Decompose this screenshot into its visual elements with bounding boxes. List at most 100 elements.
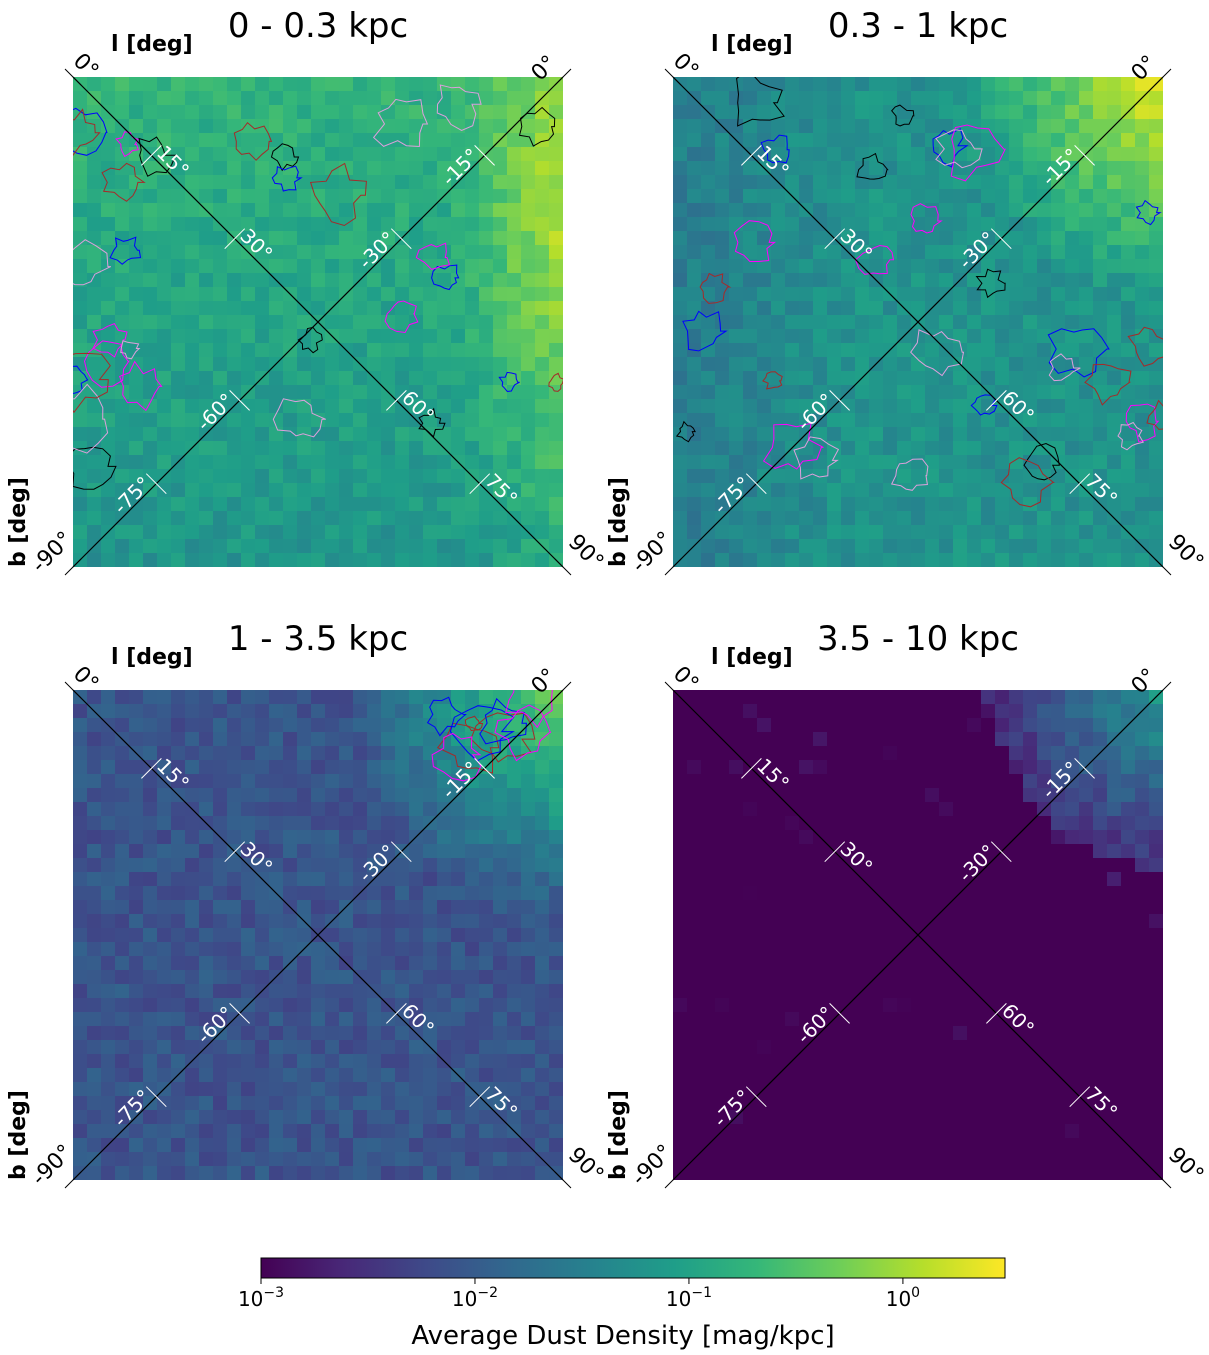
density-cell [743, 119, 758, 134]
density-cell [1149, 539, 1163, 554]
density-cell [1149, 301, 1163, 316]
density-cell [1037, 760, 1052, 775]
density-cell [73, 1110, 88, 1125]
density-cell [339, 119, 354, 134]
density-cell [813, 970, 828, 985]
density-cell [827, 942, 842, 957]
density-cell [409, 385, 424, 400]
density-cell [799, 732, 814, 747]
density-cell [869, 217, 884, 232]
density-cell [1121, 189, 1136, 204]
density-cell [1051, 718, 1066, 733]
density-cell [799, 802, 814, 817]
density-cell [535, 469, 550, 484]
contour-brown [101, 162, 146, 202]
density-cell [423, 704, 438, 719]
density-cell [423, 788, 438, 803]
density-cell [535, 774, 550, 789]
density-cell [115, 441, 130, 456]
density-cell [507, 203, 522, 218]
density-cell [535, 105, 550, 120]
density-cell [185, 483, 200, 498]
density-cell [507, 161, 522, 176]
density-cell [953, 914, 968, 929]
density-cell [1135, 788, 1150, 803]
density-cell [395, 273, 410, 288]
density-cell [73, 203, 88, 218]
density-cell [827, 984, 842, 999]
density-cell [157, 245, 172, 260]
density-cell [129, 371, 144, 386]
density-cell [1149, 161, 1163, 176]
density-cell [1093, 1054, 1108, 1069]
density-cell [897, 830, 912, 845]
density-cell [715, 91, 730, 106]
density-cell [185, 413, 200, 428]
density-cell [451, 1124, 466, 1139]
contour-blue [426, 696, 467, 737]
density-cell [129, 914, 144, 929]
density-cell [549, 511, 563, 526]
density-cell [87, 259, 102, 274]
density-cell [465, 858, 480, 873]
density-cell [1037, 539, 1052, 554]
density-cell [1065, 105, 1080, 120]
density-cell [1051, 830, 1066, 845]
density-cell [549, 1096, 563, 1111]
density-cell [507, 1026, 522, 1041]
density-cell [255, 469, 270, 484]
density-cell [101, 385, 116, 400]
density-cell [325, 287, 340, 302]
density-cell [381, 732, 396, 747]
density-cell [967, 553, 982, 567]
density-cell [437, 455, 452, 470]
density-cell [1051, 1138, 1066, 1153]
density-cell [841, 217, 856, 232]
density-cell [701, 511, 716, 526]
density-cell [241, 539, 256, 554]
grid-tick [386, 390, 407, 411]
density-cell [813, 399, 828, 414]
density-cell [841, 984, 856, 999]
density-cell [785, 497, 800, 512]
density-cell [729, 413, 744, 428]
density-cell [353, 984, 368, 999]
density-cell [1009, 427, 1024, 442]
density-cell [911, 830, 926, 845]
density-cell [395, 774, 410, 789]
density-cell [841, 91, 856, 106]
density-cell [521, 217, 536, 232]
density-cell [813, 385, 828, 400]
density-cell [799, 539, 814, 554]
density-cell [381, 259, 396, 274]
density-cell [995, 928, 1010, 943]
density-cell [771, 830, 786, 845]
density-cell [757, 928, 772, 943]
density-cell [521, 119, 536, 134]
density-cell [311, 1138, 326, 1153]
density-cell [771, 704, 786, 719]
density-cell [911, 704, 926, 719]
density-cell [1107, 259, 1122, 274]
density-cell [143, 1152, 158, 1167]
density-cell [507, 816, 522, 831]
density-cell [101, 1012, 116, 1027]
density-cell [855, 469, 870, 484]
grid-tick [390, 228, 412, 250]
density-cell [381, 1096, 396, 1111]
density-cell [157, 1096, 172, 1111]
density-cell [1023, 553, 1038, 567]
density-cell [101, 357, 116, 372]
density-cell [1051, 119, 1066, 134]
density-cell [1037, 1138, 1052, 1153]
density-cell [437, 399, 452, 414]
density-cell [897, 189, 912, 204]
density-cell [687, 1026, 702, 1041]
density-cell [87, 315, 102, 330]
density-cell [883, 872, 898, 887]
density-cell [269, 175, 284, 190]
density-cell [87, 998, 102, 1013]
density-cell [687, 718, 702, 733]
density-cell [1079, 329, 1094, 344]
density-cell [549, 217, 563, 232]
